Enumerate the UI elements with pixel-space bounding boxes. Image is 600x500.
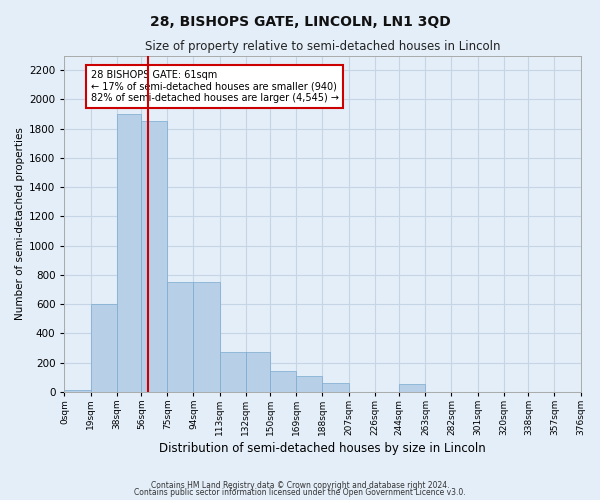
Bar: [167, 282, 193, 392]
Bar: [400, 384, 425, 392]
X-axis label: Distribution of semi-detached houses by size in Lincoln: Distribution of semi-detached houses by …: [159, 442, 486, 455]
Bar: [91, 304, 116, 392]
Bar: [142, 122, 167, 392]
Bar: [271, 372, 296, 392]
Bar: [296, 376, 322, 392]
Text: Contains public sector information licensed under the Open Government Licence v3: Contains public sector information licen…: [134, 488, 466, 497]
Bar: [193, 282, 220, 392]
Bar: [322, 383, 349, 392]
Text: 28, BISHOPS GATE, LINCOLN, LN1 3QD: 28, BISHOPS GATE, LINCOLN, LN1 3QD: [149, 15, 451, 29]
Text: 28 BISHOPS GATE: 61sqm
← 17% of semi-detached houses are smaller (940)
82% of se: 28 BISHOPS GATE: 61sqm ← 17% of semi-det…: [91, 70, 338, 103]
Bar: [64, 390, 91, 392]
Text: Contains HM Land Registry data © Crown copyright and database right 2024.: Contains HM Land Registry data © Crown c…: [151, 480, 449, 490]
Title: Size of property relative to semi-detached houses in Lincoln: Size of property relative to semi-detach…: [145, 40, 500, 53]
Bar: [245, 352, 271, 392]
Y-axis label: Number of semi-detached properties: Number of semi-detached properties: [15, 127, 25, 320]
Bar: [116, 114, 142, 392]
Bar: [220, 352, 245, 392]
